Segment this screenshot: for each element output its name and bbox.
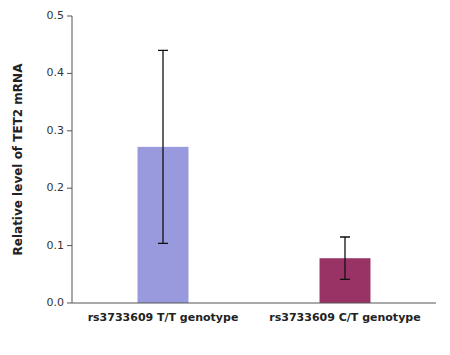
- x-axis-line: [72, 303, 436, 304]
- chart-container: 0.0 0.1 0.2 0.3 0.4 0.5 Relative level of TET2…: [0, 0, 450, 355]
- y-axis-line: [72, 16, 73, 303]
- y-tick: [67, 130, 72, 131]
- y-axis: 0.0 0.1 0.2 0.3 0.4 0.5: [47, 9, 73, 309]
- y-tick-label: 0.4: [47, 66, 65, 79]
- y-tick-label: 0.0: [47, 296, 65, 309]
- y-axis-label: Relative level of TET2 mRNA: [11, 63, 25, 256]
- y-tick: [67, 16, 72, 17]
- y-tick-label: 0.2: [47, 181, 65, 194]
- error-bar: [340, 237, 350, 279]
- error-bar: [158, 50, 168, 243]
- chart-svg: 0.0 0.1 0.2 0.3 0.4 0.5 Relative level of TET2…: [0, 0, 450, 355]
- y-tick: [67, 245, 72, 246]
- y-tick-label: 0.1: [47, 239, 65, 252]
- x-axis: rs3733609 T/T genotype rs3733609 C/T geno…: [72, 303, 436, 324]
- y-tick-label: 0.3: [47, 124, 65, 137]
- y-tick: [67, 188, 72, 189]
- plot-marks: [138, 50, 371, 303]
- x-tick-label: rs3733609 C/T genotype: [269, 311, 420, 324]
- y-tick: [67, 73, 72, 74]
- x-tick-label: rs3733609 T/T genotype: [88, 311, 239, 324]
- y-tick: [67, 303, 72, 304]
- y-tick-label: 0.5: [47, 9, 65, 22]
